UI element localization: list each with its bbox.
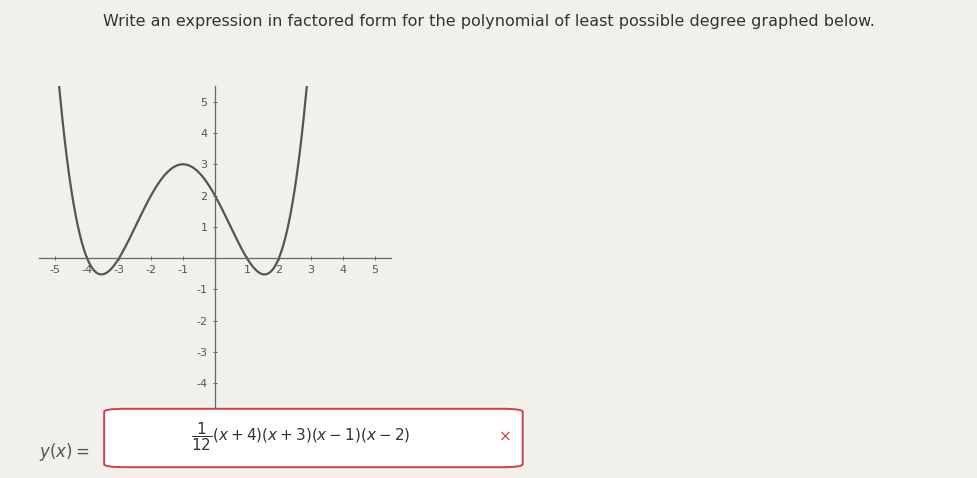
Text: $\dfrac{1}{12}$$(x+4)(x+3)(x-1)(x-2)$: $\dfrac{1}{12}$$(x+4)(x+3)(x-1)(x-2)$	[191, 420, 410, 453]
FancyBboxPatch shape	[105, 409, 523, 467]
Text: $\times$: $\times$	[498, 429, 511, 444]
Text: $y(x)=$: $y(x)=$	[39, 441, 90, 463]
Text: Write an expression in factored form for the polynomial of least possible degree: Write an expression in factored form for…	[103, 14, 874, 29]
